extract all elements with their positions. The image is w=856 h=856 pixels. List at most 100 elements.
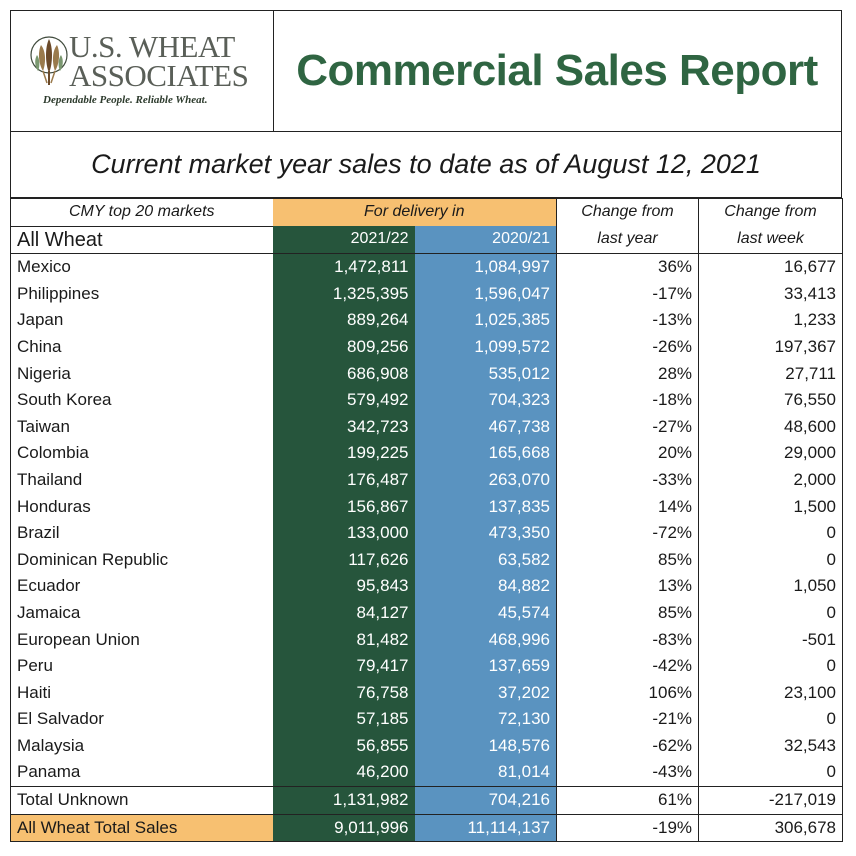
change-last-week-cell: 1,233 bbox=[698, 307, 844, 334]
change-last-week-cell: 16,677 bbox=[698, 253, 844, 281]
sales-2021-22-cell: 84,127 bbox=[272, 599, 415, 627]
table-row: Colombia 199,225 165,668 20% 29,000 bbox=[10, 440, 844, 467]
change-last-year-cell: -43% bbox=[556, 759, 699, 787]
table-row: Malaysia 56,855 148,576 -62% 32,543 bbox=[10, 732, 844, 760]
sales-2021-22-cell: 117,626 bbox=[272, 546, 415, 574]
change-last-year-cell: -17% bbox=[556, 280, 699, 308]
change-last-year-cell: 13% bbox=[556, 573, 699, 600]
change-last-week-cell: 0 bbox=[698, 520, 844, 547]
report-title: Commercial Sales Report bbox=[296, 46, 818, 95]
sales-2020-21-cell: 535,012 bbox=[414, 360, 557, 388]
change-last-year-cell: 85% bbox=[556, 546, 699, 574]
change-last-week-cell: 197,367 bbox=[698, 333, 844, 361]
sales-2021-22-cell: 1,472,811 bbox=[272, 253, 415, 281]
sales-2020-21-cell: 84,882 bbox=[414, 573, 557, 600]
sales-2020-21-cell: 1,084,997 bbox=[414, 253, 557, 281]
market-name-cell: Malaysia bbox=[10, 732, 273, 760]
change-week-header-line1: Change from bbox=[724, 203, 817, 221]
market-name-cell: Mexico bbox=[10, 253, 273, 281]
change-last-week-cell: 27,711 bbox=[698, 360, 844, 388]
sales-2020-21-cell: 137,659 bbox=[414, 653, 557, 680]
sales-2020-21-cell: 63,582 bbox=[414, 546, 557, 574]
change-last-week-cell: -501 bbox=[698, 626, 844, 654]
table-row: Haiti 76,758 37,202 106% 23,100 bbox=[10, 679, 844, 707]
change-last-year-cell: 106% bbox=[556, 679, 699, 707]
market-name-cell: China bbox=[10, 333, 273, 361]
sales-2021-22-cell: 1,131,982 bbox=[272, 786, 415, 815]
change-last-year-cell: 85% bbox=[556, 599, 699, 627]
change-last-year-cell: 61% bbox=[556, 786, 699, 815]
logo-tagline: Dependable People. Reliable Wheat. bbox=[43, 94, 208, 106]
sales-2021-22-cell: 176,487 bbox=[272, 466, 415, 494]
sales-2020-21-cell: 137,835 bbox=[414, 493, 557, 521]
change-last-week-cell: 0 bbox=[698, 706, 844, 733]
market-name-cell: Nigeria bbox=[10, 360, 273, 388]
market-name-cell: Colombia bbox=[10, 440, 273, 467]
sales-2021-22-cell: 809,256 bbox=[272, 333, 415, 361]
change-last-week-cell: 0 bbox=[698, 599, 844, 627]
change-last-week-cell: 1,050 bbox=[698, 573, 844, 600]
table-row: Mexico 1,472,811 1,084,997 36% 16,677 bbox=[10, 253, 844, 281]
table-row: Peru 79,417 137,659 -42% 0 bbox=[10, 653, 844, 680]
change-year-header: Change from last year bbox=[556, 197, 700, 254]
table-row: Philippines 1,325,395 1,596,047 -17% 33,413 bbox=[10, 280, 844, 308]
change-last-week-cell: -217,019 bbox=[698, 786, 844, 815]
change-last-week-cell: 306,678 bbox=[698, 813, 844, 843]
sales-2021-22-cell: 199,225 bbox=[272, 440, 415, 467]
market-name-cell: Peru bbox=[10, 653, 273, 680]
sales-2020-21-cell: 1,596,047 bbox=[414, 280, 557, 308]
table-row: Taiwan 342,723 467,738 -27% 48,600 bbox=[10, 413, 844, 441]
sales-2021-22-cell: 95,843 bbox=[272, 573, 415, 600]
year-2020-21-header: 2020/21 bbox=[414, 226, 557, 254]
change-last-week-cell: 76,550 bbox=[698, 387, 844, 414]
change-last-year-cell: -19% bbox=[556, 813, 699, 843]
change-last-year-cell: -27% bbox=[556, 413, 699, 441]
table-row: El Salvador 57,185 72,130 -21% 0 bbox=[10, 706, 844, 733]
wheat-emblem-icon bbox=[30, 36, 68, 85]
table-row: Panama 46,200 81,014 -43% 0 bbox=[10, 759, 844, 787]
table-row: South Korea 579,492 704,323 -18% 76,550 bbox=[10, 387, 844, 414]
sales-2021-22-cell: 1,325,395 bbox=[272, 280, 415, 308]
market-name-cell: Total Unknown bbox=[10, 786, 273, 815]
sales-2020-21-cell: 467,738 bbox=[414, 413, 557, 441]
table-row: Jamaica 84,127 45,574 85% 0 bbox=[10, 599, 844, 627]
change-last-year-cell: -18% bbox=[556, 387, 699, 414]
market-name-cell: Jamaica bbox=[10, 599, 273, 627]
change-last-week-cell: 33,413 bbox=[698, 280, 844, 308]
uswa-logo: U.S. WHEAT ASSOCIATES Dependable People.… bbox=[11, 11, 274, 131]
sales-2021-22-cell: 79,417 bbox=[272, 653, 415, 680]
table-row: Ecuador 95,843 84,882 13% 1,050 bbox=[10, 573, 844, 600]
market-name-cell: European Union bbox=[10, 626, 273, 654]
change-last-year-cell: 36% bbox=[556, 253, 699, 281]
change-last-year-cell: -21% bbox=[556, 706, 699, 733]
sales-2021-22-cell: 57,185 bbox=[272, 706, 415, 733]
all-wheat-total-row: All Wheat Total Sales 9,011,996 11,114,137… bbox=[10, 813, 844, 843]
sales-2020-21-cell: 704,323 bbox=[414, 387, 557, 414]
change-last-week-cell: 1,500 bbox=[698, 493, 844, 521]
market-name-cell: Brazil bbox=[10, 520, 273, 547]
table-row: Dominican Republic 117,626 63,582 85% 0 bbox=[10, 546, 844, 574]
change-year-header-line2: last year bbox=[597, 230, 658, 248]
change-last-week-cell: 0 bbox=[698, 653, 844, 680]
table-row: China 809,256 1,099,572 -26% 197,367 bbox=[10, 333, 844, 361]
change-last-week-cell: 0 bbox=[698, 759, 844, 787]
sales-2021-22-cell: 81,482 bbox=[272, 626, 415, 654]
market-name-cell: All Wheat Total Sales bbox=[10, 813, 273, 843]
change-last-year-cell: 28% bbox=[556, 360, 699, 388]
change-last-week-cell: 23,100 bbox=[698, 679, 844, 707]
table-row: Nigeria 686,908 535,012 28% 27,711 bbox=[10, 360, 844, 388]
table-row: Thailand 176,487 263,070 -33% 2,000 bbox=[10, 466, 844, 494]
market-name-cell: Thailand bbox=[10, 466, 273, 494]
change-last-year-cell: -72% bbox=[556, 520, 699, 547]
change-last-year-cell: -62% bbox=[556, 732, 699, 760]
logo-text-line1: U.S. WHEAT bbox=[69, 29, 235, 64]
sales-2020-21-cell: 1,099,572 bbox=[414, 333, 557, 361]
markets-header: CMY top 20 markets bbox=[10, 198, 273, 227]
market-name-cell: Haiti bbox=[10, 679, 273, 707]
change-last-week-cell: 29,000 bbox=[698, 440, 844, 467]
market-name-cell: Taiwan bbox=[10, 413, 273, 441]
report-subtitle: Current market year sales to date as of … bbox=[10, 131, 842, 198]
change-last-week-cell: 0 bbox=[698, 546, 844, 574]
sales-2021-22-cell: 579,492 bbox=[272, 387, 415, 414]
year-2021-22-header: 2021/22 bbox=[272, 226, 415, 254]
